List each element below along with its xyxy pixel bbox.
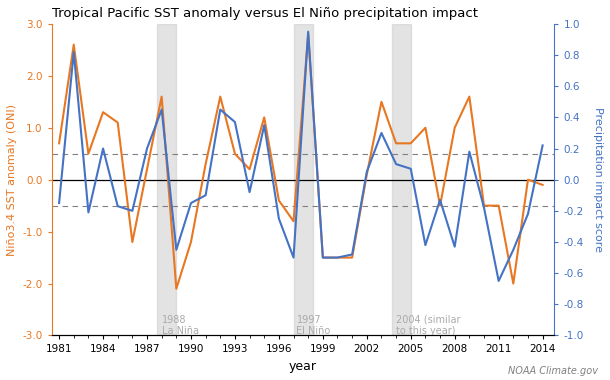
Y-axis label: Niño3.4 SST anomaly (ONI): Niño3.4 SST anomaly (ONI) [7,104,17,256]
Text: 1997
El Niño: 1997 El Niño [296,315,331,336]
Bar [293,24,312,336]
X-axis label: year: year [289,360,317,373]
Text: 1988
La Niña: 1988 La Niña [162,315,199,336]
Bar [392,24,411,336]
Text: Tropical Pacific SST anomaly versus El Niño precipitation impact: Tropical Pacific SST anomaly versus El N… [52,7,478,20]
Y-axis label: Precipitation impact score: Precipitation impact score [593,107,603,252]
Text: NOAA Climate.gov: NOAA Climate.gov [508,366,598,376]
Text: 2004 (similar
to this year): 2004 (similar to this year) [396,315,461,336]
Bar [157,24,176,336]
